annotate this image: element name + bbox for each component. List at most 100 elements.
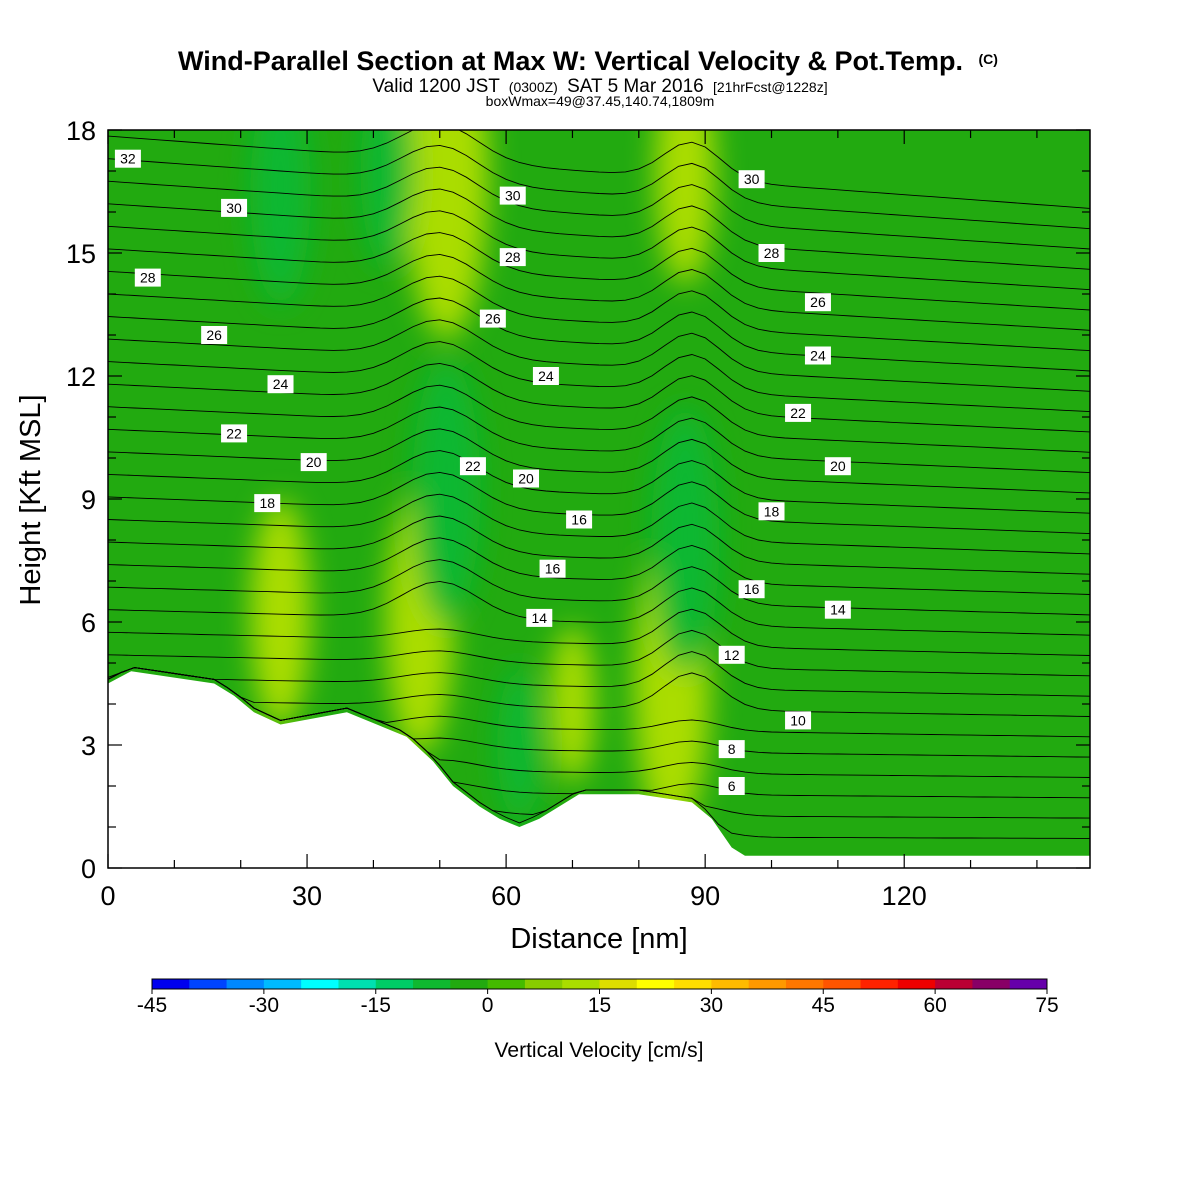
colorbar-swatch	[189, 979, 228, 989]
colorbar-swatch	[897, 979, 936, 989]
theta-contour	[108, 580, 1090, 636]
svg-text:24: 24	[538, 368, 554, 384]
svg-text:32: 32	[120, 151, 136, 167]
x-tick-label: 120	[882, 881, 927, 911]
y-tick-label: 3	[81, 731, 96, 761]
colorbar-tick-label: 0	[482, 994, 494, 1017]
theta-labels: 32 30 28 26 24 22 20 18 30 28 26 24 22 20 16 16 14 30 28 26…	[114, 149, 851, 795]
theta-contour	[108, 253, 1090, 331]
colorbar-tick-label: -45	[137, 994, 167, 1017]
theta-label: 20	[513, 469, 540, 488]
theta-label: 6	[718, 777, 745, 795]
theta-contour	[108, 144, 1090, 230]
colorbar-swatch	[935, 979, 973, 989]
theta-label: 14	[526, 608, 553, 627]
colorbar-tick-label: 60	[923, 994, 946, 1017]
theta-contour	[108, 537, 1090, 595]
theta-label: 16	[566, 510, 593, 529]
y-tick-label: 12	[66, 362, 96, 392]
colorbar-swatch	[972, 979, 1011, 989]
theta-contour	[108, 210, 1090, 291]
x-tick-label: 30	[292, 881, 322, 911]
svg-text:10: 10	[790, 712, 806, 728]
theta-label: 30	[499, 186, 526, 205]
colorbar-swatch	[338, 979, 377, 989]
theta-contour	[108, 667, 1090, 717]
theta-label: 24	[267, 375, 294, 394]
w-feature-5	[412, 358, 481, 623]
svg-text:20: 20	[518, 471, 534, 487]
theta-contour	[108, 493, 1090, 555]
theta-contour	[108, 384, 1090, 453]
theta-contour	[108, 297, 1090, 372]
theta-label: 22	[221, 424, 248, 443]
colorbar-swatch	[674, 979, 712, 989]
potential-temperature-contours	[108, 130, 1090, 839]
x-axis-label: Distance [nm]	[510, 923, 687, 955]
svg-text:16: 16	[571, 512, 587, 528]
svg-text:22: 22	[226, 425, 242, 441]
plot-area: 32 30 28 26 24 22 20 18 30 28 26 24 22 20 16 16 14 30 28 26…	[108, 130, 1090, 868]
svg-text:20: 20	[830, 458, 846, 474]
theta-contour	[108, 608, 1090, 656]
svg-text:16: 16	[545, 561, 561, 577]
chart-title: Wind-Parallel Section at Max W: Vertical…	[178, 46, 998, 76]
theta-contour	[108, 341, 1090, 413]
svg-text:30: 30	[226, 200, 242, 216]
theta-label: 26	[479, 309, 506, 328]
colorbar-swatch	[711, 979, 750, 989]
theta-contour	[108, 232, 1090, 311]
svg-text:12: 12	[724, 647, 740, 663]
theta-label: 8	[718, 740, 745, 759]
colorbar-swatch	[487, 979, 526, 989]
theta-contour	[108, 188, 1090, 270]
svg-text:26: 26	[206, 327, 222, 343]
colorbar	[151, 978, 1048, 990]
chart-subtitle-box: boxWmax=49@37.45,140.74,1809m	[486, 93, 715, 109]
theta-label: 30	[221, 198, 248, 217]
svg-text:18: 18	[764, 503, 780, 519]
colorbar-swatch	[450, 979, 489, 989]
svg-text:30: 30	[505, 188, 521, 204]
theta-label: 24	[532, 367, 559, 385]
colorbar-swatch	[748, 979, 787, 989]
colorbar-swatch	[823, 979, 862, 989]
w-feature-7	[250, 130, 311, 306]
colorbar-swatch	[785, 979, 824, 989]
w-feature-10	[497, 667, 542, 823]
theta-label: 18	[758, 502, 785, 521]
colorbar-swatch	[263, 979, 302, 989]
svg-text:30: 30	[744, 171, 760, 187]
svg-text:20: 20	[306, 454, 322, 470]
theta-contour	[108, 319, 1090, 392]
svg-text:16: 16	[744, 581, 760, 597]
y-axis-label: Height [Kft MSL]	[15, 394, 47, 605]
theta-label: 30	[738, 170, 765, 189]
theta-label: 24	[804, 346, 831, 365]
theta-label: 32	[114, 149, 141, 168]
colorbar-swatch	[562, 979, 600, 989]
vertical-velocity-field	[250, 130, 720, 834]
theta-contour	[108, 629, 1090, 677]
y-tick-label: 6	[81, 608, 96, 638]
colorbar-tick-label: 45	[812, 994, 835, 1017]
theta-contour	[108, 450, 1090, 514]
svg-text:24: 24	[273, 376, 289, 392]
y-tick-label: 15	[66, 239, 96, 269]
y-tick-label: 0	[81, 854, 96, 884]
theta-label: 22	[785, 403, 812, 422]
colorbar-swatch	[301, 979, 339, 989]
svg-text:26: 26	[485, 311, 501, 327]
w-feature-9	[550, 626, 595, 782]
svg-text:28: 28	[764, 245, 780, 261]
theta-label: 20	[300, 453, 327, 472]
theta-contour	[108, 559, 1090, 616]
svg-text:28: 28	[505, 249, 521, 265]
terrain	[108, 671, 1090, 868]
svg-text:8: 8	[728, 741, 736, 757]
svg-text:26: 26	[810, 294, 826, 310]
theta-label: 16	[738, 580, 765, 599]
theta-contour	[108, 130, 1090, 209]
theta-label: 28	[499, 248, 526, 267]
colorbar-tick-label: -15	[361, 994, 391, 1017]
